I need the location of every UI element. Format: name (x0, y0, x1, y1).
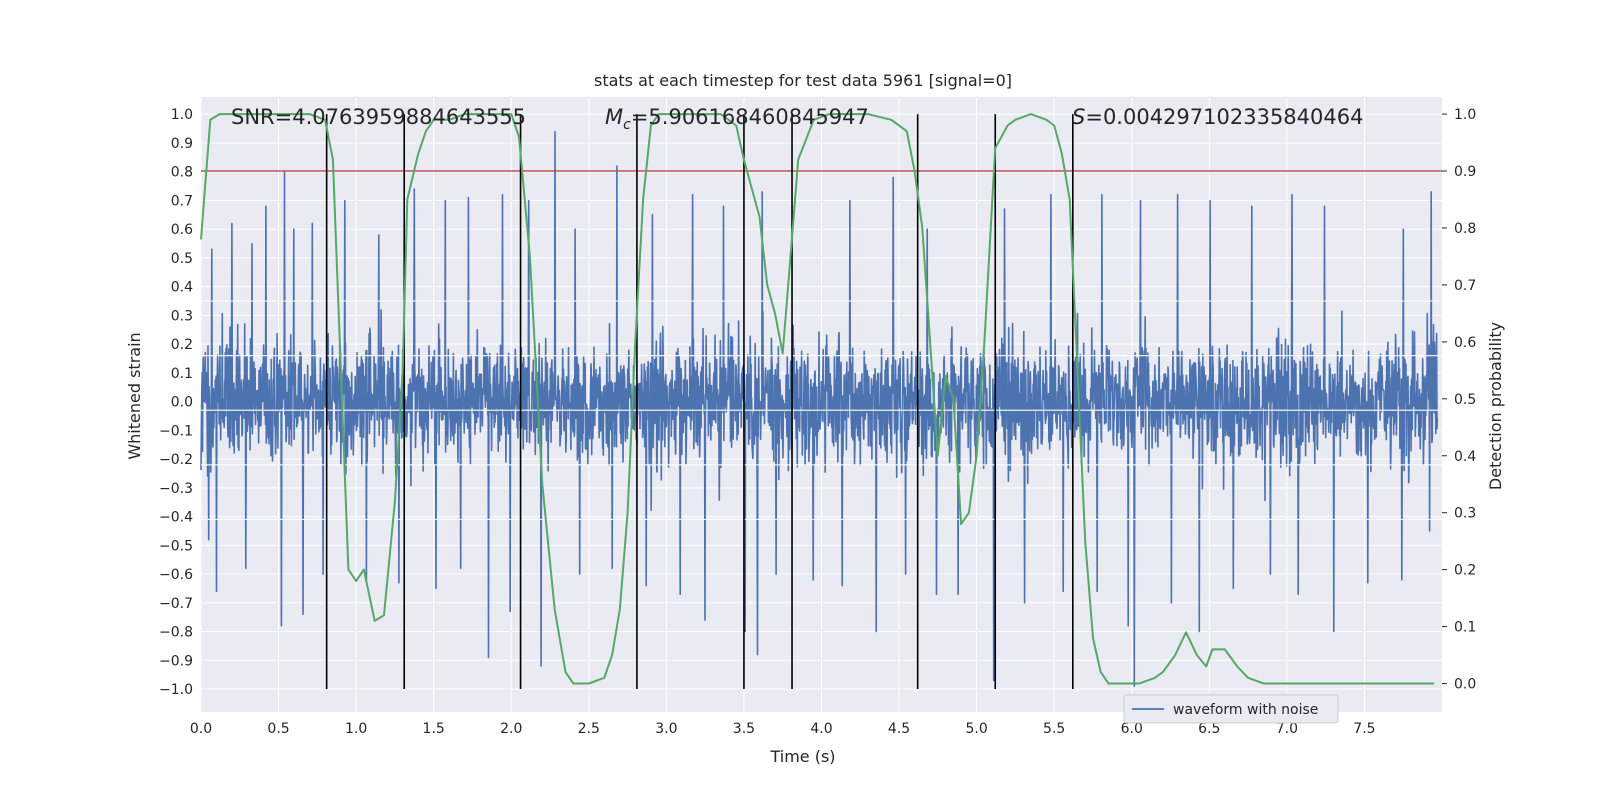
x-tick-label: 6.5 (1198, 721, 1220, 737)
chirp-mass-subscript: c (623, 117, 631, 133)
x-tick-label: 2.0 (500, 721, 522, 737)
legend-label: waveform with noise (1173, 702, 1318, 718)
y-tick-label-left: 0.5 (171, 251, 193, 267)
x-axis-title: Time (s) (769, 747, 835, 766)
y-tick-label-left: 1.0 (171, 107, 193, 123)
y-tick-label-left: −0.8 (159, 625, 193, 641)
y-axis-left-ticks: 1.0 0.9 0.8 0.7 0.6 0.5 0.4 0.3 0.2 0.1 0.0 −0.1 −0.… (159, 107, 193, 698)
y-tick-label-right: 1.0 (1454, 107, 1476, 123)
x-tick-label: 6.0 (1121, 721, 1143, 737)
y-axis-right-ticks: 1.0 0.9 0.8 0.7 0.6 0.5 0.4 0.3 0.2 0.1 0.0 (1442, 107, 1476, 693)
vertical-marker-lines (325, 114, 1074, 690)
y-tick-label-left: 0.2 (171, 337, 193, 353)
x-tick-label: 7.0 (1276, 721, 1298, 737)
x-tick-label: 3.0 (655, 721, 677, 737)
y-axis-right-title: Detection probability (1486, 322, 1505, 490)
y-tick-label-right: 0.4 (1454, 449, 1476, 465)
y-tick-label-left: −0.4 (159, 510, 193, 526)
y-tick-label-left: 0.6 (171, 222, 193, 238)
chirp-mass-symbol: M (605, 105, 623, 129)
y-tick-label-left: −0.7 (159, 596, 193, 612)
y-tick-label-right: 0.8 (1454, 221, 1476, 237)
legend: waveform with noise (1123, 694, 1339, 724)
x-tick-label: 4.5 (888, 721, 910, 737)
y-tick-label-left: 0.0 (171, 395, 193, 411)
y-tick-label-left: −0.1 (159, 423, 193, 439)
y-tick-label-right: 0.1 (1454, 620, 1476, 636)
x-tick-label: 5.0 (965, 721, 987, 737)
y-tick-label-left: 0.7 (171, 193, 193, 209)
y-tick-label-left: −0.9 (159, 653, 193, 669)
probability-line (200, 113, 1435, 685)
y-tick-label-left: −1.0 (159, 682, 193, 698)
x-tick-label: 4.0 (810, 721, 832, 737)
y-tick-label-left: 0.3 (171, 308, 193, 324)
x-tick-label: 5.5 (1043, 721, 1065, 737)
x-tick-label: 7.5 (1353, 721, 1375, 737)
x-tick-label: 1.5 (423, 721, 445, 737)
x-tick-label: 2.5 (578, 721, 600, 737)
y-tick-label-left: −0.3 (159, 481, 193, 497)
x-axis-ticks: 0.0 0.5 1.0 1.5 2.0 2.5 3.0 3.5 4.0 4.5 5.0 5.5 6.0 6… (190, 721, 1376, 737)
y-tick-label-right: 0.0 (1454, 677, 1476, 693)
y-axis-left-title: Whitened strain (125, 332, 144, 459)
y-tick-label-left: −0.6 (159, 567, 193, 583)
x-tick-label: 0.5 (267, 721, 289, 737)
detection-probability-series (200, 113, 1435, 685)
y-tick-label-left: 0.4 (171, 280, 193, 296)
y-tick-label-left: −0.5 (159, 538, 193, 554)
chirp-mass-annotation: Mc=5.906168460845947 (605, 105, 869, 133)
chirp-mass-value: =5.906168460845947 (631, 105, 869, 129)
x-tick-label: 0.0 (190, 721, 212, 737)
x-tick-label: 3.5 (733, 721, 755, 737)
y-tick-label-right: 0.7 (1454, 278, 1476, 294)
y-tick-label-left: 0.9 (171, 136, 193, 152)
x-tick-label: 1.0 (345, 721, 367, 737)
y-tick-label-right: 0.3 (1454, 506, 1476, 522)
y-tick-label-right: 0.2 (1454, 563, 1476, 579)
legend-box (1123, 694, 1339, 724)
s-symbol: S (1072, 105, 1085, 129)
y-tick-label-left: −0.2 (159, 452, 193, 468)
y-tick-label-right: 0.9 (1454, 164, 1476, 180)
chart-title: stats at each timestep for test data 596… (594, 71, 1012, 90)
y-tick-label-right: 0.6 (1454, 335, 1476, 351)
snr-annotation: SNR=4.0763959884643555 (231, 105, 526, 129)
s-annotation: S=0.004297102335840464 (1072, 105, 1363, 129)
y-tick-label-left: 0.8 (171, 165, 193, 181)
y-tick-label-right: 0.5 (1454, 392, 1476, 408)
waveform-line (200, 130, 1439, 687)
y-tick-label-left: 0.1 (171, 366, 193, 382)
s-value: =0.004297102335840464 (1085, 105, 1363, 129)
waveform-series (200, 130, 1442, 687)
